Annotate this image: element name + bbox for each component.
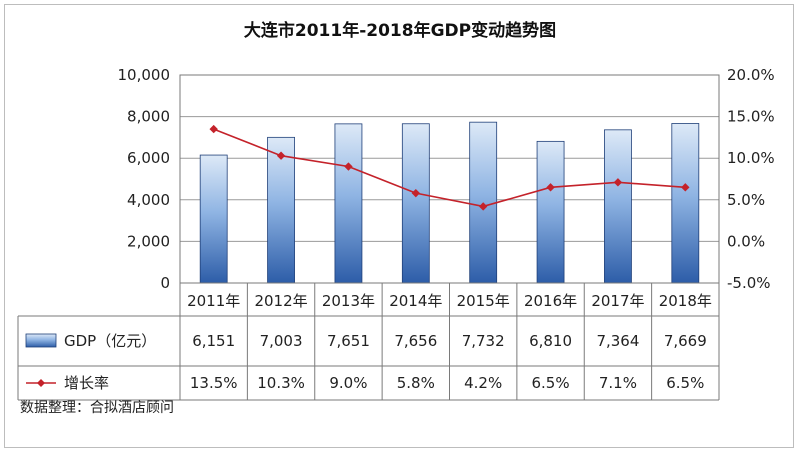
data-label-gdp: 6,810: [529, 332, 572, 350]
bar-gdp: [536, 140, 565, 284]
data-label-rate: 6.5%: [532, 374, 570, 392]
bar-gdp: [604, 129, 632, 284]
growth-rate-line: [213, 128, 686, 208]
x-category-label: 2011年: [187, 292, 240, 310]
y-left-tick-label: 4,000: [127, 191, 170, 209]
data-label-rate: 7.1%: [599, 374, 637, 392]
y-left-tick-label: 0: [160, 274, 170, 292]
y-left-tick-label: 2,000: [127, 232, 170, 250]
y-right-tick-label: -5.0%: [727, 274, 771, 292]
data-label-gdp: 7,364: [596, 332, 639, 350]
data-label-gdp: 7,732: [462, 332, 505, 350]
data-label-gdp: 6,151: [192, 332, 235, 350]
data-label-rate: 10.3%: [257, 374, 305, 392]
y-left-tick-label: 10,000: [118, 66, 171, 84]
data-label-rate: 6.5%: [666, 374, 704, 392]
data-label-rate: 9.0%: [329, 374, 367, 392]
y-right-tick-label: 20.0%: [727, 66, 775, 84]
legend-swatch-rate-marker: [37, 379, 45, 387]
x-category-label: 2016年: [524, 292, 577, 310]
data-label-gdp: 7,656: [394, 332, 437, 350]
data-label-gdp: 7,651: [327, 332, 370, 350]
growth-rate-marker: [411, 188, 421, 198]
bar-gdp: [199, 154, 228, 284]
x-category-label: 2012年: [254, 292, 307, 310]
chart-title: 大连市2011年-2018年GDP变动趋势图: [244, 20, 556, 41]
data-table: 2011年 2012年 2013年 2014年 2015年 2016年 2017年 2018年…: [17, 283, 720, 401]
data-label-rate: 4.2%: [464, 374, 502, 392]
bar-gdp: [267, 136, 295, 284]
y-left-tick-label: 8,000: [127, 108, 170, 126]
bar-gdp: [671, 123, 700, 284]
growth-rate-marker: [546, 183, 555, 192]
gridlines: [180, 74, 719, 284]
plot-area-border: [179, 74, 720, 284]
growth-rate-marker: [344, 162, 353, 171]
x-category-label: 2017年: [591, 292, 644, 310]
x-category-label: 2015年: [457, 292, 510, 310]
x-category-label: 2018年: [659, 292, 712, 310]
bar-gdp: [334, 123, 363, 284]
y-right-tick-label: 15.0%: [727, 108, 775, 126]
y-right-tick-label: 5.0%: [727, 191, 765, 209]
y-right-tick-label: 10.0%: [727, 149, 775, 167]
y-right-tick-label: 0.0%: [727, 232, 765, 250]
chart-frame: [4, 4, 794, 448]
growth-rate-marker: [209, 124, 218, 134]
line-series: [209, 124, 690, 211]
legend-label-gdp: GDP（亿元）: [64, 332, 156, 350]
data-label-gdp: 7,669: [664, 332, 707, 350]
bar-gdp: [401, 123, 430, 284]
legend-label-rate: 增长率: [64, 374, 109, 392]
legend-swatch-gdp: [25, 333, 57, 348]
growth-rate-marker: [478, 202, 488, 211]
axes: 0 2,000 4,000 6,000 8,000 10,000 -5.0% 0.0% 5.0%…: [118, 66, 775, 292]
data-label-rate: 13.5%: [190, 374, 238, 392]
growth-rate-marker: [681, 183, 690, 192]
data-label-gdp: 7,003: [260, 332, 303, 350]
growth-rate-marker: [276, 151, 286, 160]
bar-series: [199, 121, 700, 284]
data-label-rate: 5.8%: [397, 374, 435, 392]
y-left-tick-label: 6,000: [127, 149, 170, 167]
growth-rate-marker: [613, 178, 623, 187]
x-category-label: 2014年: [389, 292, 442, 310]
x-category-label: 2013年: [322, 292, 375, 310]
source-note: 数据整理：合拟酒店顾问: [20, 400, 174, 416]
